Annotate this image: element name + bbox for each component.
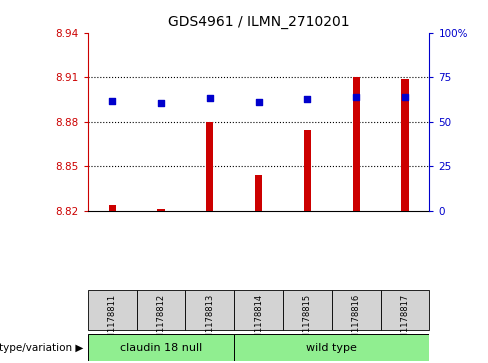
Point <box>304 97 311 102</box>
Point <box>255 99 263 105</box>
Bar <box>157 209 164 211</box>
Text: claudin 18 null: claudin 18 null <box>120 343 202 352</box>
Bar <box>352 77 360 211</box>
Point <box>157 100 165 106</box>
Title: GDS4961 / ILMN_2710201: GDS4961 / ILMN_2710201 <box>168 15 349 29</box>
Bar <box>234 290 283 330</box>
Bar <box>137 290 185 330</box>
Text: GSM1178811: GSM1178811 <box>108 294 117 350</box>
Bar <box>401 79 408 211</box>
Bar <box>234 334 429 361</box>
Bar <box>381 290 429 330</box>
Point <box>108 98 116 104</box>
Bar <box>88 290 137 330</box>
Text: GSM1178817: GSM1178817 <box>401 294 409 350</box>
Bar <box>108 205 116 211</box>
Text: GSM1178815: GSM1178815 <box>303 294 312 350</box>
Point <box>352 94 360 99</box>
Text: wild type: wild type <box>306 343 357 352</box>
Bar <box>88 334 234 361</box>
Bar <box>283 290 332 330</box>
Text: GSM1178812: GSM1178812 <box>157 294 165 350</box>
Bar <box>206 122 213 211</box>
Bar <box>255 175 263 211</box>
Text: GSM1178816: GSM1178816 <box>352 294 361 350</box>
Text: genotype/variation ▶: genotype/variation ▶ <box>0 343 83 352</box>
Bar <box>332 290 381 330</box>
Point <box>401 94 409 100</box>
Text: GSM1178814: GSM1178814 <box>254 294 263 350</box>
Point <box>206 95 214 101</box>
Bar <box>304 130 311 211</box>
Text: GSM1178813: GSM1178813 <box>205 294 214 350</box>
Bar <box>185 290 234 330</box>
